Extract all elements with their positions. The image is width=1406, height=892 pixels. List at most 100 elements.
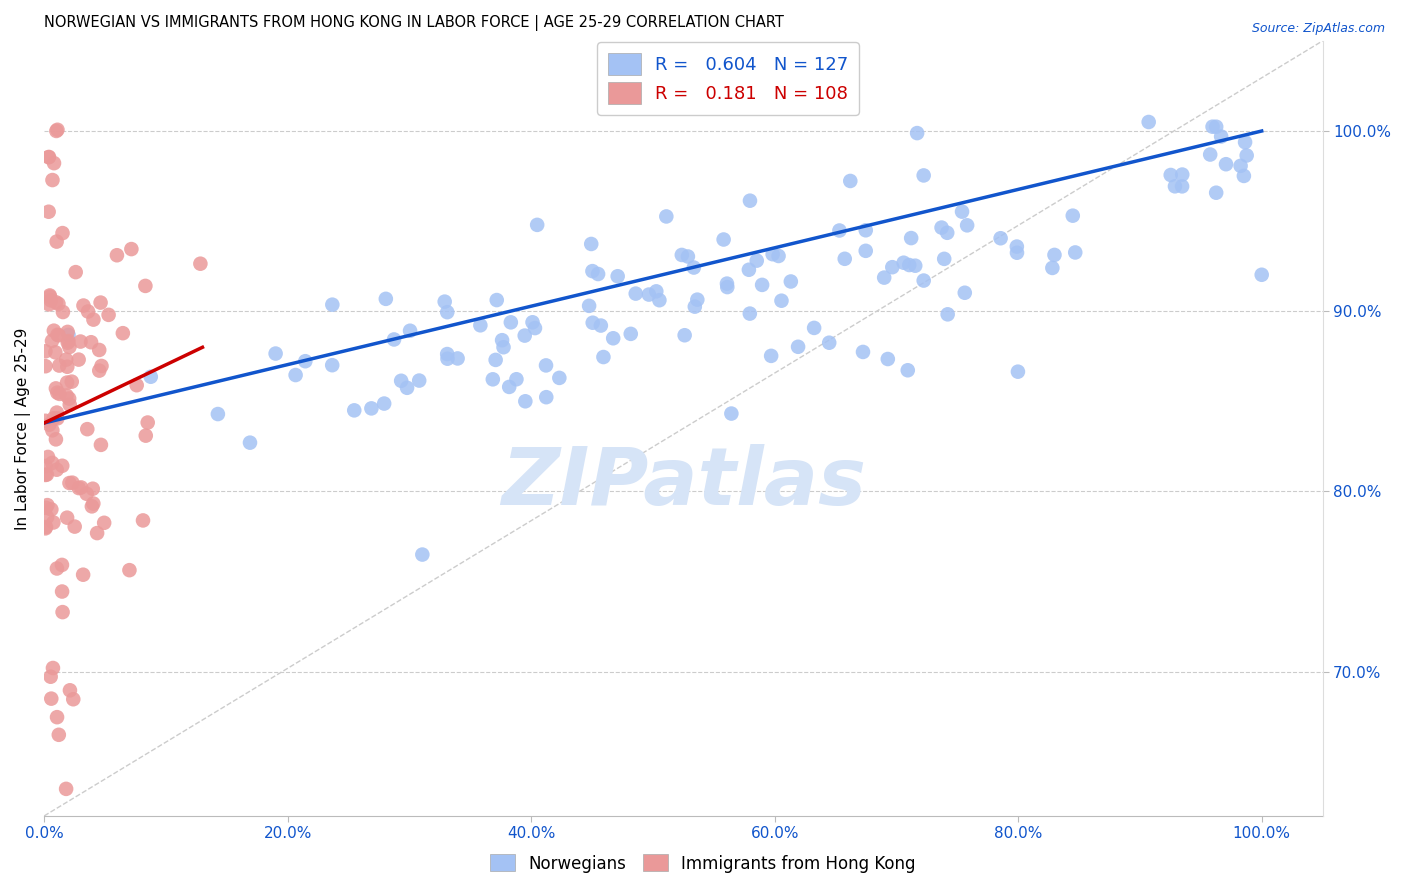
Point <box>55 388 77 402</box>
Point <box>1171 179 1194 194</box>
Point <box>852 345 875 359</box>
Point <box>80 500 103 514</box>
Point <box>1043 248 1066 262</box>
Point <box>52 305 75 319</box>
Point <box>80 335 103 350</box>
Point <box>42 661 65 675</box>
Point <box>77 304 100 318</box>
Point <box>1005 245 1028 260</box>
Point <box>51 226 73 240</box>
Point <box>1215 157 1237 171</box>
Point <box>433 294 456 309</box>
Point <box>522 315 544 329</box>
Point <box>34 458 56 473</box>
Point <box>855 244 877 258</box>
Point <box>48 728 70 742</box>
Point <box>55 781 77 796</box>
Point <box>602 331 624 345</box>
Point <box>950 204 973 219</box>
Point <box>936 307 959 321</box>
Point <box>34 344 56 359</box>
Point <box>738 307 761 321</box>
Point <box>1250 268 1272 282</box>
Text: NORWEGIAN VS IMMIGRANTS FROM HONG KONG IN LABOR FORCE | AGE 25-29 CORRELATION CH: NORWEGIAN VS IMMIGRANTS FROM HONG KONG I… <box>44 15 785 31</box>
Point <box>779 275 801 289</box>
Point <box>953 285 976 300</box>
Point <box>1171 168 1194 182</box>
Point <box>41 456 63 470</box>
Point <box>239 435 262 450</box>
Point <box>905 126 928 140</box>
Point <box>759 349 782 363</box>
Point <box>648 293 671 308</box>
Point <box>207 407 229 421</box>
Point <box>873 270 896 285</box>
Point <box>1211 129 1233 144</box>
Point <box>125 378 148 392</box>
Point <box>82 482 104 496</box>
Text: Source: ZipAtlas.com: Source: ZipAtlas.com <box>1251 22 1385 36</box>
Point <box>536 390 558 404</box>
Point <box>44 345 66 359</box>
Point <box>606 269 628 284</box>
Point <box>46 122 69 136</box>
Point <box>72 299 94 313</box>
Point <box>38 204 60 219</box>
Point <box>89 363 111 377</box>
Point <box>42 156 65 170</box>
Point <box>389 374 412 388</box>
Point <box>34 414 56 428</box>
Point <box>105 248 128 262</box>
Point <box>499 315 522 329</box>
Point <box>399 324 422 338</box>
Point <box>59 683 82 698</box>
Point <box>485 293 508 307</box>
Point <box>834 252 856 266</box>
Point <box>34 467 56 482</box>
Point <box>411 548 433 562</box>
Point <box>56 359 79 374</box>
Point <box>62 692 84 706</box>
Point <box>70 480 93 494</box>
Point <box>738 262 761 277</box>
Point <box>492 340 515 354</box>
Point <box>1205 120 1227 134</box>
Point <box>485 352 508 367</box>
Point <box>897 363 920 377</box>
Point <box>90 438 112 452</box>
Point <box>136 416 159 430</box>
Point <box>638 287 661 301</box>
Point <box>45 406 67 420</box>
Point <box>42 411 65 425</box>
Point <box>45 433 67 447</box>
Point <box>581 237 603 252</box>
Point <box>1229 159 1251 173</box>
Point <box>716 280 738 294</box>
Point <box>912 169 935 183</box>
Point <box>38 297 60 311</box>
Point <box>374 292 396 306</box>
Point <box>526 218 548 232</box>
Point <box>55 352 77 367</box>
Point <box>1164 179 1187 194</box>
Point <box>498 380 520 394</box>
Point <box>37 498 59 512</box>
Point <box>912 274 935 288</box>
Point <box>58 476 80 491</box>
Point <box>482 372 505 386</box>
Point <box>38 417 60 432</box>
Point <box>51 558 73 572</box>
Point <box>67 352 90 367</box>
Point <box>1040 260 1063 275</box>
Point <box>39 670 62 684</box>
Point <box>45 124 67 138</box>
Point <box>683 300 706 314</box>
Point <box>34 521 56 535</box>
Point <box>839 174 862 188</box>
Point <box>60 375 83 389</box>
Point <box>56 376 79 390</box>
Point <box>190 257 212 271</box>
Point <box>446 351 468 366</box>
Point <box>436 351 458 366</box>
Point <box>818 335 841 350</box>
